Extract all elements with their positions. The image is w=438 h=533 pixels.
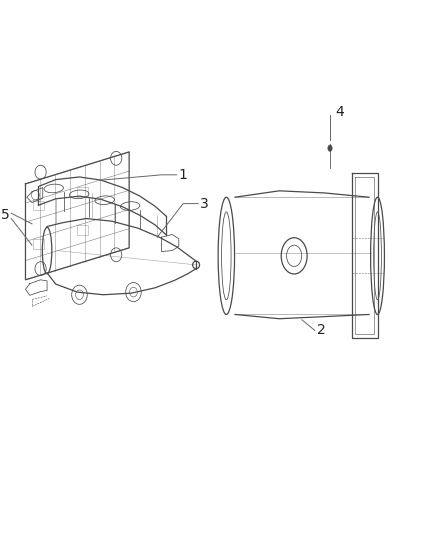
Bar [33,201,44,211]
Bar [78,225,88,235]
Text: 5: 5 [1,208,10,222]
Ellipse shape [328,145,332,151]
Text: 2: 2 [317,324,326,337]
Text: 4: 4 [335,105,344,119]
Text: 3: 3 [201,197,209,211]
Text: 1: 1 [179,168,188,182]
Bar [33,239,44,249]
Bar [78,187,88,197]
